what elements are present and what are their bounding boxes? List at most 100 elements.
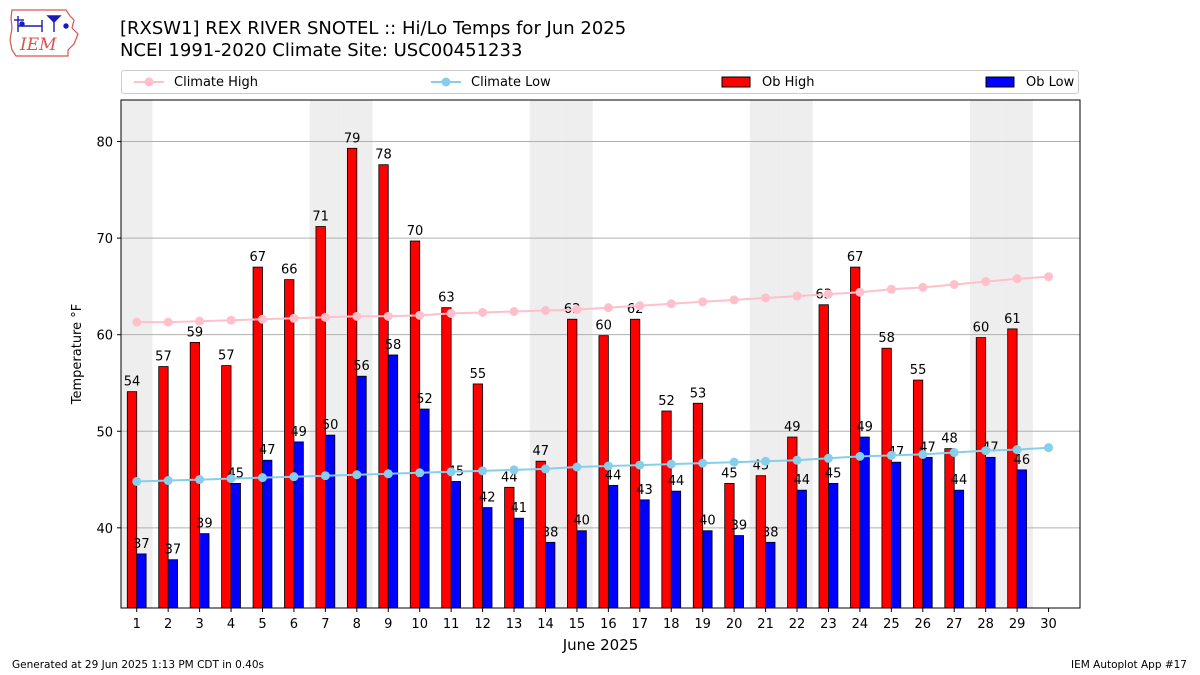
climate-high-point-4 [226, 315, 236, 325]
climate-high-point-12 [478, 307, 488, 317]
bar-ob-high-24 [850, 266, 861, 609]
climate-high-point-15 [572, 305, 582, 315]
x-tick-label-23: 23 [820, 617, 837, 632]
bar-ob-low-21 [765, 541, 776, 609]
climate-high-point-23 [823, 289, 833, 299]
legend-climate-low: Climate Low [429, 73, 551, 91]
climate-low-point-13 [509, 465, 519, 475]
label-ob-high-18: 52 [658, 394, 675, 409]
label-ob-high-10: 70 [407, 224, 424, 239]
climate-high-point-25 [886, 284, 896, 294]
climate-low-point-10 [415, 468, 425, 478]
climate-low-point-28 [981, 446, 991, 456]
label-ob-low-29: 46 [1014, 453, 1031, 468]
bar-ob-high-3 [189, 342, 201, 609]
legend-climate-low-swatch [431, 77, 461, 87]
climate-high-point-24 [855, 287, 865, 297]
x-tick-label-9: 9 [384, 617, 392, 632]
x-tick-label-29: 29 [1009, 617, 1026, 632]
label-ob-low-23: 45 [825, 466, 842, 481]
label-ob-high-5: 67 [250, 250, 267, 265]
bar-ob-low-14 [545, 541, 556, 609]
climate-high-point-19 [698, 297, 708, 307]
label-ob-low-19: 40 [699, 514, 716, 529]
climate-high-point-9 [383, 311, 393, 321]
y-tick-label-60: 60 [96, 329, 113, 344]
climate-high-point-8 [352, 311, 362, 321]
bar-ob-high-20 [724, 483, 735, 609]
chart-title: [RXSW1] REX RIVER SNOTEL :: Hi/Lo Temps … [120, 18, 626, 62]
chart-legend: Climate High Climate Low Ob High Ob Low [121, 70, 1079, 94]
climate-high-point-3 [195, 316, 205, 326]
label-ob-high-19: 53 [690, 386, 707, 401]
bar-ob-low-18 [670, 490, 682, 609]
climate-low-point-11 [446, 467, 456, 477]
label-ob-low-27: 44 [951, 473, 968, 488]
climate-high-point-10 [415, 310, 425, 320]
climate-high-point-22 [792, 291, 802, 301]
climate-low-point-6 [289, 472, 299, 482]
label-ob-low-7: 50 [322, 418, 339, 433]
label-ob-low-8: 56 [353, 359, 370, 374]
generated-timestamp: Generated at 29 Jun 2025 1:13 PM CDT in … [12, 659, 265, 671]
bar-ob-low-10 [419, 408, 430, 609]
climate-low-point-4 [226, 474, 236, 484]
x-axis-label: June 2025 [562, 636, 639, 654]
climate-high-point-28 [981, 277, 991, 287]
bar-ob-high-2 [158, 366, 169, 609]
climate-high-point-21 [761, 293, 771, 303]
label-ob-low-15: 40 [573, 514, 590, 529]
x-tick-label-17: 17 [632, 617, 649, 632]
label-ob-low-2: 37 [165, 543, 182, 558]
climate-low-point-7 [320, 471, 330, 481]
bar-ob-low-20 [733, 535, 744, 609]
bar-ob-low-22 [796, 489, 807, 609]
climate-high-point-13 [509, 307, 519, 317]
climate-high-line [136, 275, 1049, 324]
bar-ob-low-15 [576, 530, 587, 609]
x-tick-label-11: 11 [443, 617, 460, 632]
climate-high-point-16 [603, 303, 613, 313]
climate-high-point-7 [320, 312, 330, 322]
bar-ob-high-1 [126, 391, 138, 609]
label-ob-high-20: 45 [721, 466, 738, 481]
bar-ob-low-7 [324, 434, 336, 609]
label-ob-high-14: 47 [532, 444, 549, 459]
legend-climate-high-swatch [134, 77, 164, 87]
x-tick-label-14: 14 [537, 617, 554, 632]
climate-low-point-23 [823, 453, 833, 463]
label-ob-low-10: 52 [416, 392, 433, 407]
bar-ob-low-25 [890, 461, 902, 609]
climate-high-point-2 [163, 317, 173, 327]
bar-ob-low-1 [136, 553, 147, 609]
x-tick-label-1: 1 [133, 617, 141, 632]
legend-ob-low-swatch [985, 76, 1015, 88]
bar-ob-low-9 [387, 354, 399, 609]
x-tick-label-16: 16 [600, 617, 617, 632]
x-tick-label-6: 6 [290, 617, 298, 632]
label-ob-high-12: 55 [470, 367, 487, 382]
bar-ob-low-16 [607, 484, 619, 609]
bar-ob-low-28 [985, 456, 996, 609]
iowa-outline-icon [9, 9, 79, 57]
label-ob-high-28: 60 [973, 321, 990, 336]
climate-low-point-5 [257, 473, 267, 483]
label-ob-high-9: 78 [375, 148, 392, 163]
bar-ob-low-6 [293, 441, 304, 609]
x-tick-label-18: 18 [663, 617, 680, 632]
title-line-2: NCEI 1991-2020 Climate Site: USC00451233 [120, 40, 523, 61]
x-tick-label-21: 21 [757, 617, 774, 632]
label-ob-high-6: 66 [281, 263, 298, 278]
legend-ob-high-swatch [721, 76, 751, 88]
bar-ob-high-21 [755, 475, 766, 609]
label-ob-low-13: 41 [510, 501, 527, 516]
x-tick-label-4: 4 [227, 617, 235, 632]
climate-low-point-27 [949, 448, 959, 458]
label-ob-low-3: 39 [196, 517, 213, 532]
bar-ob-low-29 [1016, 469, 1027, 609]
label-ob-high-27: 48 [941, 432, 958, 447]
bar-ob-low-23 [828, 483, 839, 609]
climate-low-point-16 [603, 461, 613, 471]
x-tick-label-8: 8 [353, 617, 361, 632]
